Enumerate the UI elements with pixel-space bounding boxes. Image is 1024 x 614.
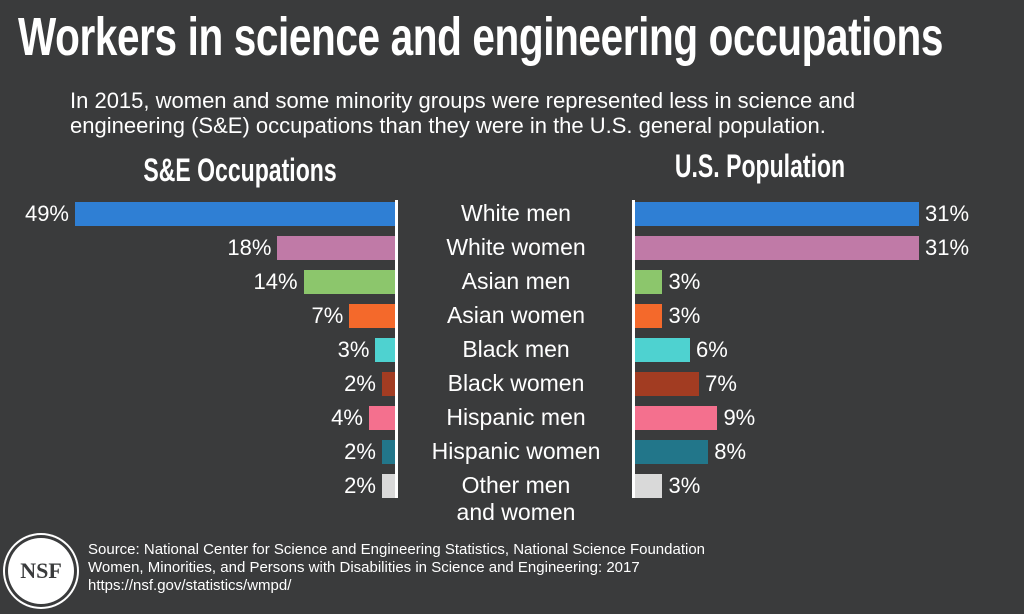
category-label: Asian women [446, 302, 586, 328]
value-label: 3% [668, 269, 701, 294]
value-label: 7% [311, 303, 344, 328]
bar [277, 236, 395, 260]
panel-title: U.S. Population [674, 148, 846, 184]
value-label: 7% [705, 371, 737, 396]
bar [635, 474, 663, 498]
value-label: 3% [668, 303, 701, 328]
logo: NSF [8, 538, 74, 604]
bar [635, 202, 919, 226]
bar [368, 406, 395, 430]
bar [635, 304, 663, 328]
bar [75, 202, 395, 226]
value-label: 3% [337, 337, 370, 362]
value-label: 2% [344, 473, 376, 498]
category-label: Hispanic women [431, 438, 601, 464]
category-label: White women [446, 234, 586, 260]
bar [381, 372, 395, 396]
bar [381, 440, 395, 464]
axis-line [395, 200, 398, 498]
category-label: Black women [447, 370, 585, 396]
value-label: 14% [253, 269, 298, 294]
bar [635, 236, 919, 260]
chart-title: Workers in science and engineering occup… [18, 7, 944, 67]
bar [635, 270, 663, 294]
bar [375, 338, 395, 362]
panel-title: S&E Occupations [143, 152, 337, 188]
value-label: 31% [925, 201, 970, 226]
source: Women, Minorities, and Persons with Disa… [88, 559, 640, 576]
axis-line [632, 200, 635, 498]
bar [635, 338, 690, 362]
category-label: Hispanic men [446, 404, 586, 430]
bar [381, 474, 395, 498]
value-label: 18% [227, 235, 272, 260]
value-label: 2% [344, 439, 376, 464]
category-label: Other men and women [456, 472, 576, 525]
value-label: 49% [24, 201, 69, 226]
source: Source: National Center for Science and … [88, 541, 706, 558]
value-label: 2% [344, 371, 376, 396]
bar [635, 440, 709, 464]
source: https://nsf.gov/statistics/wmpd/ [88, 577, 292, 594]
value-label: 3% [668, 473, 701, 498]
category-label: Asian men [461, 268, 571, 294]
bar [635, 406, 718, 430]
subtitle: In 2015, women and some minority groups … [70, 88, 856, 138]
bar [635, 372, 700, 396]
bar [303, 270, 395, 294]
value-label: 9% [723, 405, 756, 430]
value-label: 8% [714, 439, 747, 464]
value-label: 31% [925, 235, 970, 260]
value-label: 4% [331, 405, 363, 430]
bar [349, 304, 395, 328]
value-label: 6% [695, 337, 728, 362]
category-label: Black men [462, 336, 570, 362]
category-label: White men [461, 200, 571, 226]
